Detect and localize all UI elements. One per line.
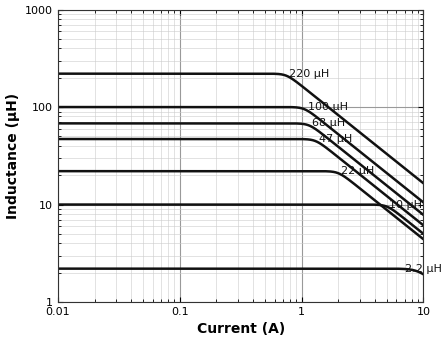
Text: 2.2 μH: 2.2 μH (405, 264, 441, 274)
Text: 22 μH: 22 μH (341, 166, 374, 176)
Text: 68 μH: 68 μH (312, 118, 345, 128)
Text: 47 μH: 47 μH (319, 134, 352, 144)
Y-axis label: Inductance (μH): Inductance (μH) (5, 93, 20, 219)
Text: 100 μH: 100 μH (308, 102, 348, 112)
Text: 10 μH: 10 μH (389, 199, 422, 210)
Text: 220 μH: 220 μH (289, 69, 329, 79)
X-axis label: Current (A): Current (A) (197, 323, 285, 337)
